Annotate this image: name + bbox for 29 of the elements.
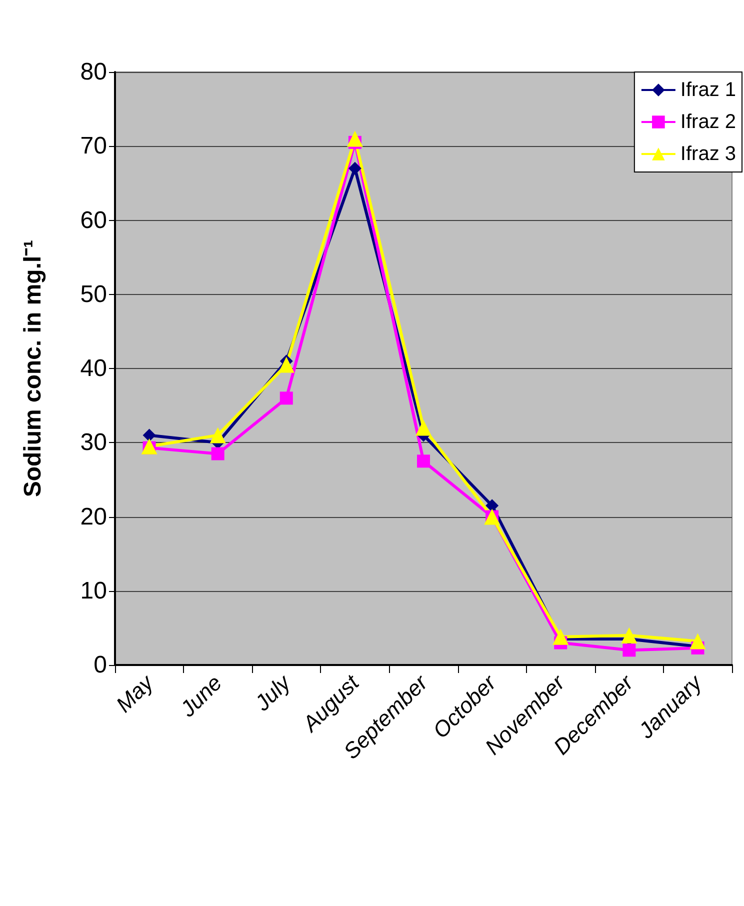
y-axis-title: Sodium conc. in mg.l⁻¹ [20,240,46,498]
point [690,633,706,650]
y-tick-label: 80 [80,58,107,86]
point [622,644,636,657]
x-tick-label: July [249,668,297,716]
y-tick-label: 20 [80,503,107,530]
legend-label: Ifraz 1 [680,79,736,101]
legend-label: Ifraz 2 [680,111,736,133]
point [346,130,363,147]
point [348,162,362,175]
point [211,447,224,460]
point [416,420,432,436]
legend-label: Ifraz 3 [680,143,736,165]
y-tick-label: 30 [80,429,107,456]
y-tick-label: 70 [80,132,107,160]
point [142,428,156,442]
y-tick-label: 60 [80,206,107,234]
point [141,438,158,454]
point [280,392,293,405]
point [278,356,294,373]
y-tick-label: 10 [80,577,107,604]
point [621,627,638,644]
y-tick-label: 0 [94,652,107,678]
point [486,499,499,512]
point [210,427,226,444]
y-tick-label: 40 [80,355,107,382]
y-tick-label: 50 [80,280,107,308]
point [417,454,430,468]
point [552,628,569,645]
